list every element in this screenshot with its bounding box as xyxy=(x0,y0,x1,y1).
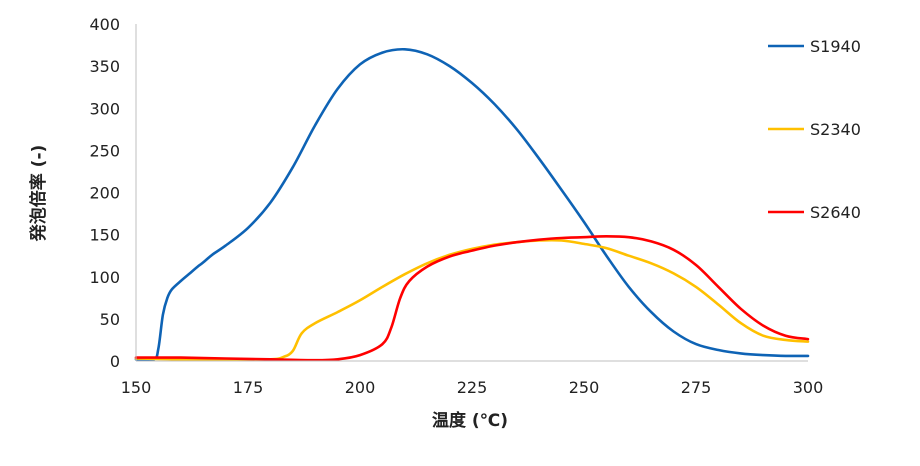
y-tick-label: 250 xyxy=(89,141,120,160)
series-line-s2340 xyxy=(134,238,810,361)
x-axis-title: 温度 (℃) xyxy=(432,410,508,431)
x-tick-label: 150 xyxy=(121,378,152,397)
plot-area xyxy=(134,24,810,362)
y-axis-title: 発泡倍率 (-) xyxy=(28,145,49,243)
series-layer xyxy=(134,47,810,362)
y-tick-label: 50 xyxy=(100,310,120,329)
legend: S1940 S2340 S2640 xyxy=(768,37,861,222)
legend-label-s2340: S2340 xyxy=(810,120,861,139)
x-axis-ticks: 150 175 200 225 250 275 300 xyxy=(121,378,824,397)
series-line-s2640 xyxy=(134,235,810,362)
y-tick-label: 400 xyxy=(89,15,120,34)
x-tick-label: 225 xyxy=(457,378,488,397)
x-tick-label: 300 xyxy=(793,378,824,397)
y-tick-label: 200 xyxy=(89,184,120,203)
y-axis-ticks: 0 50 100 150 200 250 300 350 400 xyxy=(89,15,120,371)
y-tick-label: 100 xyxy=(89,268,120,287)
y-tick-label: 350 xyxy=(89,57,120,76)
series-line-s1940 xyxy=(134,47,810,362)
y-tick-label: 150 xyxy=(89,226,120,245)
x-tick-label: 275 xyxy=(681,378,712,397)
x-tick-label: 175 xyxy=(233,378,264,397)
legend-label-s2640: S2640 xyxy=(810,203,861,222)
y-tick-label: 300 xyxy=(89,99,120,118)
x-tick-label: 250 xyxy=(569,378,600,397)
legend-label-s1940: S1940 xyxy=(810,37,861,56)
x-tick-label: 200 xyxy=(345,378,376,397)
y-tick-label: 0 xyxy=(110,352,120,371)
